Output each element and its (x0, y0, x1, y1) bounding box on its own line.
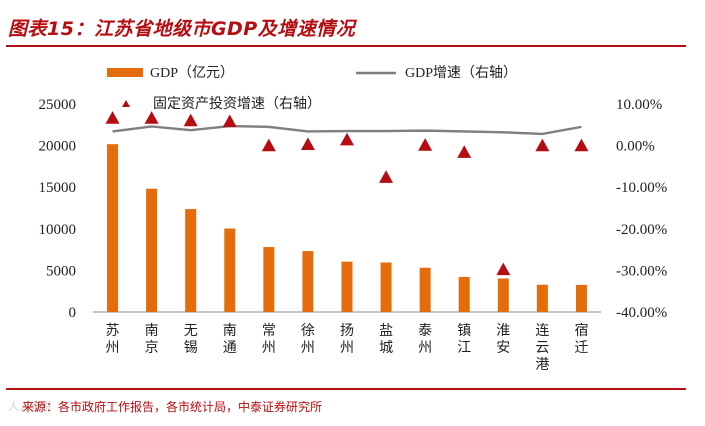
marker-investment-growth (144, 111, 159, 124)
title-divider (6, 45, 686, 47)
x-category-label: 镇江 (457, 323, 471, 356)
x-category-char: 通 (223, 340, 237, 356)
x-category-char: 州 (301, 341, 315, 356)
bar-gdp (224, 228, 236, 312)
y-left-tick-label: 15000 (39, 180, 77, 196)
y-right-tick-label: -20.00% (616, 222, 667, 238)
marker-investment-growth (379, 170, 394, 183)
marker-investment-growth (535, 138, 550, 152)
y-right-tick-label: 10.00% (616, 97, 662, 113)
x-category-char: 扬 (340, 323, 354, 339)
source-note: 来源：各市政府工作报告，各市统计局，中泰证券研究所 (22, 400, 323, 414)
marker-investment-growth (183, 113, 198, 127)
marker-investment-growth (418, 138, 433, 151)
y-left-tick-label: 5000 (46, 263, 76, 279)
x-category-char: 港 (535, 357, 549, 373)
bar-gdp (458, 276, 470, 312)
marker-investment-growth (340, 132, 354, 146)
y-left-tick-label: 25000 (39, 97, 77, 113)
x-category-char: 州 (106, 341, 120, 356)
y-right-tick-label: -10.00% (616, 180, 667, 196)
chart-footer: 人人都说 来源：各市政府工作报告，各市统计局，中泰证券研究所 (0, 386, 705, 426)
bar-gdp (536, 284, 548, 312)
y-left-tick-label: 0 (69, 305, 77, 321)
marker-investment-growth (574, 138, 589, 152)
x-category-label: 徐州 (301, 323, 315, 356)
footer-divider (6, 388, 686, 390)
marker-investment-growth (222, 114, 237, 128)
chart-title: 图表15：江苏省地级市GDP及增速情况 (8, 18, 356, 40)
x-category-char: 城 (379, 340, 393, 356)
y-right-tick-label: -30.00% (616, 263, 667, 279)
x-category-char: 泰 (418, 323, 432, 339)
x-category-char: 锡 (184, 340, 198, 356)
x-category-label: 南通 (223, 323, 237, 356)
x-category-char: 南 (223, 323, 237, 339)
x-category-label: 宿迁 (574, 322, 588, 356)
x-category-label: 常州 (262, 323, 276, 356)
y-left-tick-label: 10000 (39, 222, 77, 238)
marker-investment-growth (457, 145, 472, 158)
x-category-label: 泰州 (418, 323, 432, 356)
legend-label-growth: GDP增速（右轴） (405, 65, 517, 81)
y-right-tick-label: -40.00% (616, 305, 667, 321)
x-category-label: 盐城 (379, 323, 393, 356)
x-category-char: 盐 (379, 323, 393, 339)
x-category-char: 连 (535, 323, 549, 339)
x-category-char: 常 (262, 323, 276, 339)
bar-gdp (575, 284, 587, 312)
marker-investment-growth (300, 137, 315, 150)
x-category-char: 州 (418, 341, 432, 356)
x-category-label: 无锡 (184, 324, 198, 356)
marker-investment-growth (105, 111, 120, 124)
x-category-char: 淮 (496, 323, 510, 339)
bar-gdp (341, 261, 353, 312)
x-category-char: 苏 (106, 323, 120, 339)
line-gdp-growth (112, 124, 582, 136)
x-category-char: 江 (457, 340, 471, 356)
x-category-char: 南 (145, 323, 159, 339)
x-category-char: 州 (262, 341, 276, 356)
bar-gdp (380, 262, 392, 312)
legend-label-gdp: GDP（亿元） (150, 65, 234, 81)
bar-gdp (302, 251, 314, 312)
marker-investment-growth (496, 262, 511, 276)
legend-label-investment: 固定资产投资增速（右轴） (153, 96, 321, 112)
x-category-char: 迁 (574, 340, 588, 356)
bar-gdp (185, 209, 197, 312)
legend-swatch-gdp (107, 68, 143, 77)
x-category-char: 州 (340, 341, 354, 356)
x-category-char: 镇 (457, 323, 471, 339)
gdp-chart: 0 5000 10000 15000 20000 25000 -40.00% -30.00% -… (39, 65, 668, 373)
y-left-tick-label: 20000 (39, 139, 77, 155)
x-category-label: 苏州 (106, 323, 120, 356)
bar-gdp (419, 267, 431, 312)
x-category-char: 徐 (301, 323, 315, 339)
x-category-label: 南京 (145, 323, 159, 356)
y-right-tick-label: 0.00% (616, 139, 655, 155)
x-category-char: 无 (184, 324, 198, 339)
x-category-label: 淮安 (496, 323, 510, 356)
x-category-char: 安 (496, 340, 510, 356)
x-category-label: 连云港 (535, 323, 549, 373)
x-category-char: 宿 (574, 322, 588, 339)
bar-gdp (107, 144, 119, 312)
chart-header: 图表15：江苏省地级市GDP及增速情况 (0, 0, 705, 48)
bar-gdp (497, 278, 509, 312)
bar-gdp (263, 247, 275, 312)
watermark: 人人都说 (8, 400, 52, 413)
x-category-label: 扬州 (340, 323, 354, 356)
bar-gdp (146, 188, 158, 312)
x-category-char: 云 (535, 341, 549, 356)
x-category-char: 京 (145, 340, 159, 356)
legend-swatch-investment (122, 100, 130, 107)
marker-investment-growth (261, 138, 276, 152)
